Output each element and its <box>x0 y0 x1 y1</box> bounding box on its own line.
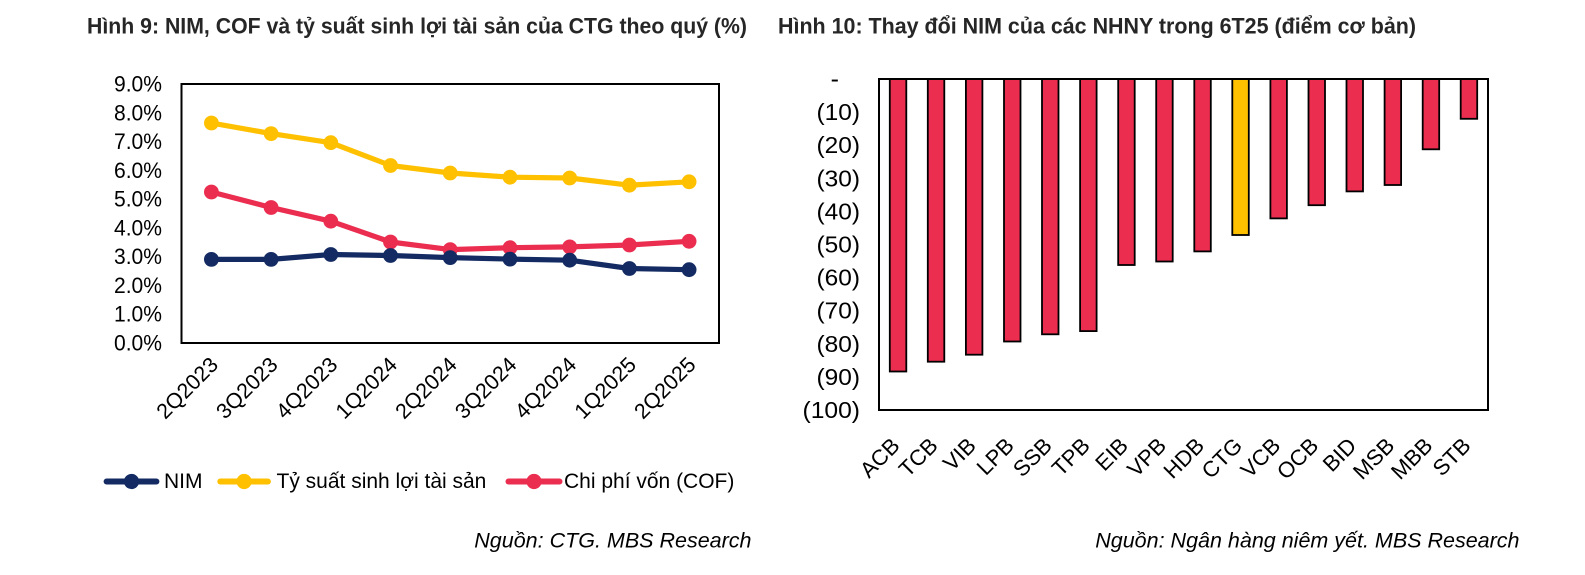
svg-text:(10): (10) <box>817 99 861 125</box>
svg-text:(60): (60) <box>817 265 861 291</box>
svg-text:1.0%: 1.0% <box>114 302 162 327</box>
svg-text:Hình 9: NIM, COF và tỷ suất si: Hình 9: NIM, COF và tỷ suất sinh lợi tài… <box>87 14 747 39</box>
svg-text:Nguồn: CTG. MBS Research: Nguồn: CTG. MBS Research <box>474 529 751 553</box>
svg-text:(70): (70) <box>817 298 861 324</box>
svg-text:Tỷ suất sinh lợi tài sản: Tỷ suất sinh lợi tài sản <box>277 470 487 493</box>
svg-text:9.0%: 9.0% <box>114 72 162 97</box>
svg-text:NIM: NIM <box>164 470 203 493</box>
svg-text:2.0%: 2.0% <box>114 273 162 298</box>
svg-text:Hình 10: Thay đổi NIM của các: Hình 10: Thay đổi NIM của các NHNY trong… <box>778 14 1416 39</box>
svg-text:0.0%: 0.0% <box>114 331 162 356</box>
svg-text:3.0%: 3.0% <box>114 244 162 269</box>
svg-text:(100): (100) <box>803 397 861 423</box>
svg-text:(80): (80) <box>817 331 861 357</box>
svg-text:8.0%: 8.0% <box>114 100 162 125</box>
svg-text:(40): (40) <box>817 198 861 224</box>
svg-text:4.0%: 4.0% <box>114 215 162 240</box>
svg-text:7.0%: 7.0% <box>114 129 162 154</box>
svg-text:6.0%: 6.0% <box>114 158 162 183</box>
svg-text:(20): (20) <box>817 132 861 158</box>
svg-text:Chi phí vốn (COF): Chi phí vốn (COF) <box>564 470 734 493</box>
svg-text:-: - <box>831 65 839 93</box>
svg-text:(30): (30) <box>817 165 861 191</box>
svg-text:5.0%: 5.0% <box>114 187 162 212</box>
svg-text:Nguồn: Ngân hàng niêm yết. MBS: Nguồn: Ngân hàng niêm yết. MBS Research <box>1095 529 1519 553</box>
svg-text:(90): (90) <box>817 364 861 390</box>
svg-text:(50): (50) <box>817 232 861 258</box>
